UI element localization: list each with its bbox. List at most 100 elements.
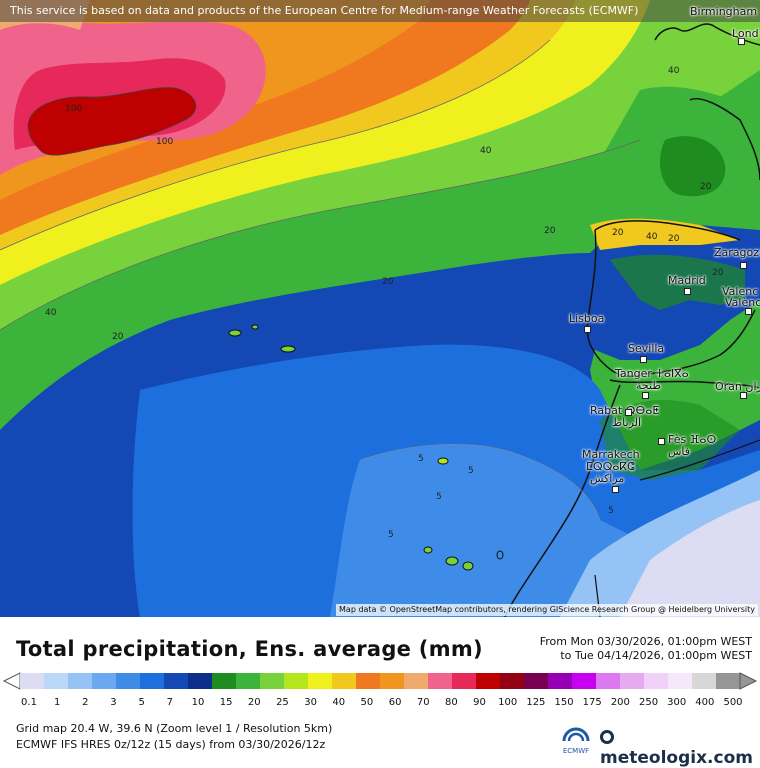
contour-label: 40 [646, 232, 657, 242]
legend-swatch [668, 673, 693, 689]
legend-tick: 90 [473, 697, 486, 708]
city-fes-arabic: فاس [668, 445, 690, 458]
city-london: Lond [732, 27, 759, 40]
legend-tick: 1 [54, 697, 60, 708]
city-dot [745, 308, 752, 315]
legend-arrow-left [4, 673, 20, 689]
city-dot [612, 486, 619, 493]
city-dot [740, 392, 747, 399]
contour-label: 5 [468, 466, 474, 476]
legend-swatch [716, 673, 741, 689]
precipitation-map[interactable]: This service is based on data and produc… [0, 0, 760, 617]
legend-tick: 3 [110, 697, 116, 708]
contour-label: 5 [436, 492, 442, 502]
period-to: to Tue 04/14/2026, 01:00pm WEST [540, 649, 752, 663]
island-canary-2 [463, 562, 473, 570]
legend-swatch [524, 673, 549, 689]
legend-swatch [548, 673, 573, 689]
meteologix-icon [600, 730, 614, 744]
legend-tick: 40 [332, 697, 345, 708]
city-tanger-arabic: طنجة [636, 379, 661, 392]
model-info: ECMWF IFS HRES 0z/12z (15 days) from 03/… [16, 738, 325, 751]
legend-tick: 5 [138, 697, 144, 708]
legend-tick: 50 [361, 697, 374, 708]
contour-label: 20 [112, 332, 123, 342]
legend-swatch [284, 673, 309, 689]
period-from: From Mon 03/30/2026, 01:00pm WEST [540, 635, 752, 649]
legend-swatch [332, 673, 357, 689]
contour-label: 5 [608, 506, 614, 516]
contour-label: 20 [612, 228, 623, 238]
legend-swatch [20, 673, 45, 689]
legend-tick: 500 [723, 697, 742, 708]
legend-tick: 400 [695, 697, 714, 708]
legend-tick: 60 [389, 697, 402, 708]
legend-swatch [500, 673, 525, 689]
island-azores-1 [229, 330, 241, 336]
contour-label: 20 [712, 268, 723, 278]
legend-swatch [620, 673, 645, 689]
city-sevilla: Sevilla [628, 342, 664, 355]
map-footer: Total precipitation, Ens. average (mm) F… [0, 617, 760, 760]
island-canary-4 [497, 551, 503, 559]
legend-swatch [236, 673, 261, 689]
legend-swatch [572, 673, 597, 689]
legend-arrow-right [740, 673, 756, 689]
svg-text:ECMWF: ECMWF [563, 747, 589, 755]
legend-tick: 15 [220, 697, 233, 708]
legend-tick: 200 [611, 697, 630, 708]
ecmwf-logo[interactable]: ECMWF [560, 725, 592, 755]
meteologix-text: meteologix.com [600, 748, 753, 768]
map-canvas [0, 0, 760, 617]
legend-tick: 125 [526, 697, 545, 708]
contour-label: 20 [382, 277, 393, 287]
city-lisboa: Lisboa [569, 312, 604, 325]
legend-tick: 30 [304, 697, 317, 708]
legend-tick: 300 [667, 697, 686, 708]
legend-tick: 250 [639, 697, 658, 708]
legend-swatch [188, 673, 213, 689]
legend-swatch [212, 673, 237, 689]
contour-label: 40 [45, 308, 56, 318]
legend-swatch [140, 673, 165, 689]
city-dot [684, 288, 691, 295]
legend-tick: 0.1 [21, 697, 37, 708]
legend-tick: 100 [498, 697, 517, 708]
contour-label: 20 [668, 234, 679, 244]
legend-swatch [428, 673, 453, 689]
legend-swatch [404, 673, 429, 689]
city-dot [658, 438, 665, 445]
legend-tick: 20 [248, 697, 261, 708]
legend-tick: 150 [554, 697, 573, 708]
island-azores-3 [252, 325, 258, 329]
map-title: Total precipitation, Ens. average (mm) [16, 637, 483, 661]
legend-tick: 175 [583, 697, 602, 708]
legend-swatch [44, 673, 69, 689]
city-rabat-arabic: الرباط [612, 416, 641, 429]
color-legend [0, 671, 760, 691]
city-dot [625, 409, 632, 416]
contour-label: 5 [388, 530, 394, 540]
city-birmingham: Birmingham [690, 5, 757, 18]
legend-tick: 10 [192, 697, 205, 708]
contour-label: 5 [418, 454, 424, 464]
legend-tick: 7 [167, 697, 173, 708]
island-azores-2 [281, 346, 295, 352]
attribution-bottom: Map data © OpenStreetMap contributors, r… [336, 604, 758, 616]
legend-swatch [164, 673, 189, 689]
legend-tick: 70 [417, 697, 430, 708]
city-oran: Oran وهران [715, 380, 760, 393]
contour-label: 100 [65, 104, 82, 114]
legend-swatch [596, 673, 621, 689]
island-canary-3 [424, 547, 432, 553]
island-madeira [438, 458, 448, 464]
city-dot [642, 392, 649, 399]
meteologix-logo[interactable]: meteologix.com [600, 728, 760, 768]
legend-swatch [452, 673, 477, 689]
city-valencia-alt: Valènc [725, 296, 760, 309]
contour-label: 100 [156, 137, 173, 147]
city-marrakech-arabic: مراكش [590, 472, 624, 485]
legend-swatch [308, 673, 333, 689]
contour-label: 40 [480, 146, 491, 156]
legend-swatch [68, 673, 93, 689]
